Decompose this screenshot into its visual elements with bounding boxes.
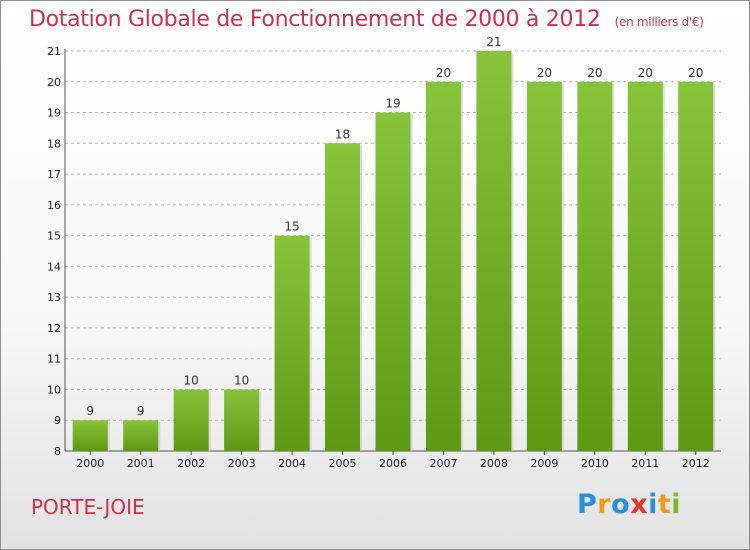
- logo-letter: r: [597, 489, 612, 520]
- data-label: 19: [385, 97, 400, 111]
- data-label: 20: [688, 66, 703, 80]
- y-tick-label: 20: [47, 76, 61, 89]
- proxiti-logo: Proxiti: [577, 489, 681, 520]
- logo-letter: P: [577, 489, 598, 520]
- data-label: 15: [284, 220, 299, 234]
- logo-letter: o: [611, 489, 631, 520]
- bar: [123, 420, 159, 451]
- x-tick-label: 2000: [76, 457, 104, 470]
- x-tick-label: 2001: [127, 457, 155, 470]
- x-tick-label: 2012: [682, 457, 710, 470]
- y-tick-label: 17: [47, 168, 61, 181]
- data-label: 21: [486, 35, 501, 49]
- data-label: 18: [335, 127, 350, 141]
- logo-letter: x: [630, 489, 649, 520]
- y-tick-label: 19: [47, 107, 61, 120]
- bar: [173, 389, 209, 451]
- logo-letter: i: [671, 489, 682, 520]
- bar: [224, 389, 260, 451]
- y-tick-label: 16: [47, 199, 61, 212]
- x-tick-label: 2007: [429, 457, 457, 470]
- y-tick-label: 13: [47, 291, 61, 304]
- data-label: 20: [537, 66, 552, 80]
- y-tick-label: 15: [47, 230, 61, 243]
- x-tick-label: 2002: [177, 457, 205, 470]
- bar: [526, 81, 562, 452]
- bar: [678, 81, 714, 452]
- chart-title: Dotation Globale de Fonctionnement de 20…: [29, 7, 704, 32]
- x-tick-label: 2003: [228, 457, 256, 470]
- bar: [274, 235, 310, 451]
- logo-letter: i: [648, 489, 658, 520]
- y-tick-label: 8: [54, 445, 61, 458]
- y-tick-label: 14: [47, 260, 61, 273]
- x-tick-label: 2005: [329, 457, 357, 470]
- x-tick-label: 2011: [631, 457, 659, 470]
- bar: [627, 81, 663, 452]
- y-tick-label: 21: [47, 45, 61, 58]
- bar: [577, 81, 613, 452]
- unit-note: (en milliers d'€): [614, 15, 704, 29]
- y-tick-label: 9: [54, 414, 61, 427]
- y-tick-label: 12: [47, 322, 61, 335]
- x-tick-label: 2004: [278, 457, 306, 470]
- y-tick-label: 11: [47, 353, 61, 366]
- logo-letter: t: [657, 489, 672, 520]
- bar: [375, 112, 411, 452]
- data-label: 10: [184, 373, 199, 387]
- title-text: Dotation Globale de Fonctionnement de 20…: [29, 7, 601, 32]
- bar: [325, 143, 361, 452]
- x-tick-label: 2008: [480, 457, 508, 470]
- y-tick-label: 10: [47, 383, 61, 396]
- bar: [425, 81, 461, 452]
- data-label: 9: [137, 404, 145, 418]
- commune-name: PORTE-JOIE: [31, 495, 145, 519]
- x-tick-label: 2009: [530, 457, 558, 470]
- bar: [476, 51, 512, 451]
- data-label: 10: [234, 373, 249, 387]
- data-label: 20: [436, 66, 451, 80]
- data-label: 20: [638, 66, 653, 80]
- data-label: 20: [587, 66, 602, 80]
- data-label: 9: [86, 404, 94, 418]
- bar: [72, 420, 108, 451]
- x-tick-label: 2006: [379, 457, 407, 470]
- x-tick-label: 2010: [581, 457, 609, 470]
- y-tick-label: 18: [47, 137, 61, 150]
